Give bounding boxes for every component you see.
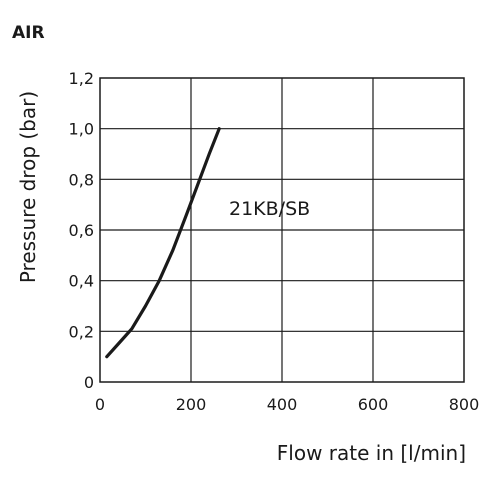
plot-frame — [99, 77, 465, 383]
y-axis-title: Pressure drop (bar) — [16, 91, 40, 283]
series-layer — [105, 127, 221, 359]
y-tick-label: 0,6 — [69, 221, 94, 240]
series-line — [105, 127, 221, 359]
x-axis-title: Flow rate in [l/min] — [277, 441, 466, 465]
y-tick-label: 1,0 — [69, 120, 94, 139]
x-tick-label: 200 — [176, 395, 207, 414]
series-label: 21KB/SB — [229, 198, 310, 220]
y-axis-ticks: 0 0,2 0,4 0,6 0,8 1,0 1,2 — [69, 69, 94, 392]
x-tick-label: 400 — [267, 395, 298, 414]
grid-layer — [100, 78, 464, 382]
y-tick-label: 0,8 — [69, 170, 94, 189]
plot-border — [99, 77, 465, 383]
chart-title: AIR — [12, 23, 45, 43]
x-tick-label: 800 — [449, 395, 480, 414]
x-axis-ticks: 0 200 400 600 800 — [95, 395, 479, 414]
y-tick-label: 0,4 — [69, 272, 94, 291]
x-tick-label: 0 — [95, 395, 105, 414]
y-tick-label: 0 — [84, 373, 94, 392]
x-tick-label: 600 — [358, 395, 389, 414]
y-tick-label: 1,2 — [69, 69, 94, 88]
y-tick-label: 0,2 — [69, 322, 94, 341]
